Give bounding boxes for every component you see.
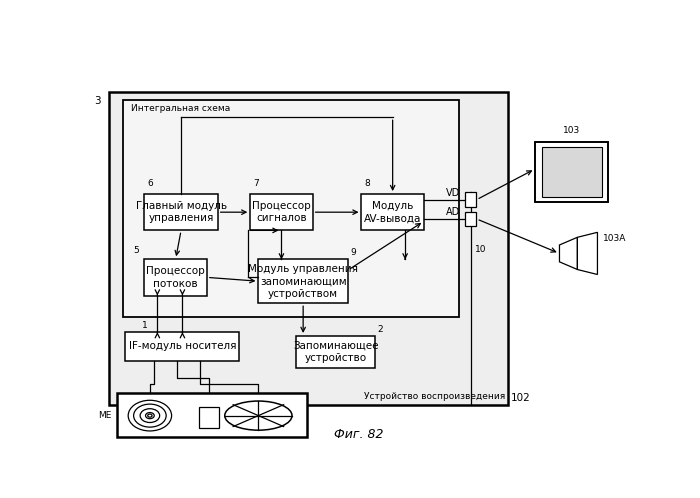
Text: 103: 103	[563, 126, 580, 135]
Text: Запоминающее
устройство: Запоминающее устройство	[293, 341, 379, 364]
FancyBboxPatch shape	[361, 194, 424, 231]
Text: IF-модуль носителя: IF-модуль носителя	[129, 342, 236, 352]
Text: Процессор
сигналов: Процессор сигналов	[252, 201, 311, 224]
Text: Процессор
потоков: Процессор потоков	[146, 266, 205, 288]
Text: 2: 2	[378, 325, 384, 334]
Text: VD: VD	[446, 188, 460, 198]
Text: Фиг. 82: Фиг. 82	[334, 428, 384, 441]
FancyBboxPatch shape	[465, 192, 477, 207]
FancyBboxPatch shape	[118, 393, 307, 437]
Text: Интегральная схема: Интегральная схема	[131, 104, 230, 113]
FancyBboxPatch shape	[465, 212, 477, 226]
FancyBboxPatch shape	[144, 259, 207, 296]
Polygon shape	[578, 232, 598, 274]
Text: 5: 5	[133, 247, 139, 255]
Text: Модуль
AV-вывода: Модуль AV-вывода	[364, 201, 421, 224]
FancyBboxPatch shape	[109, 92, 508, 405]
FancyBboxPatch shape	[535, 142, 608, 202]
FancyBboxPatch shape	[125, 332, 239, 361]
Text: AD: AD	[446, 207, 460, 217]
Polygon shape	[559, 238, 578, 269]
Text: 9: 9	[351, 248, 356, 257]
Text: 1: 1	[141, 321, 148, 330]
FancyBboxPatch shape	[122, 100, 459, 317]
FancyBboxPatch shape	[296, 336, 375, 369]
FancyBboxPatch shape	[144, 194, 218, 231]
Text: 8: 8	[364, 179, 370, 188]
FancyBboxPatch shape	[199, 407, 219, 428]
Text: 7: 7	[253, 179, 259, 188]
Text: 103A: 103A	[603, 234, 627, 243]
FancyBboxPatch shape	[258, 259, 348, 303]
Text: 3: 3	[94, 96, 101, 106]
FancyBboxPatch shape	[251, 194, 313, 231]
Ellipse shape	[225, 401, 292, 430]
Text: 102: 102	[511, 393, 531, 403]
Text: Модуль управления
запоминающим
устройством: Модуль управления запоминающим устройств…	[248, 264, 358, 299]
Text: Главный модуль
управления: Главный модуль управления	[136, 201, 227, 224]
Text: Устройство воспроизведения: Устройство воспроизведения	[364, 392, 505, 401]
Text: 10: 10	[475, 245, 486, 254]
FancyBboxPatch shape	[542, 147, 602, 197]
Text: 6: 6	[147, 179, 153, 188]
Text: ME: ME	[99, 411, 112, 420]
